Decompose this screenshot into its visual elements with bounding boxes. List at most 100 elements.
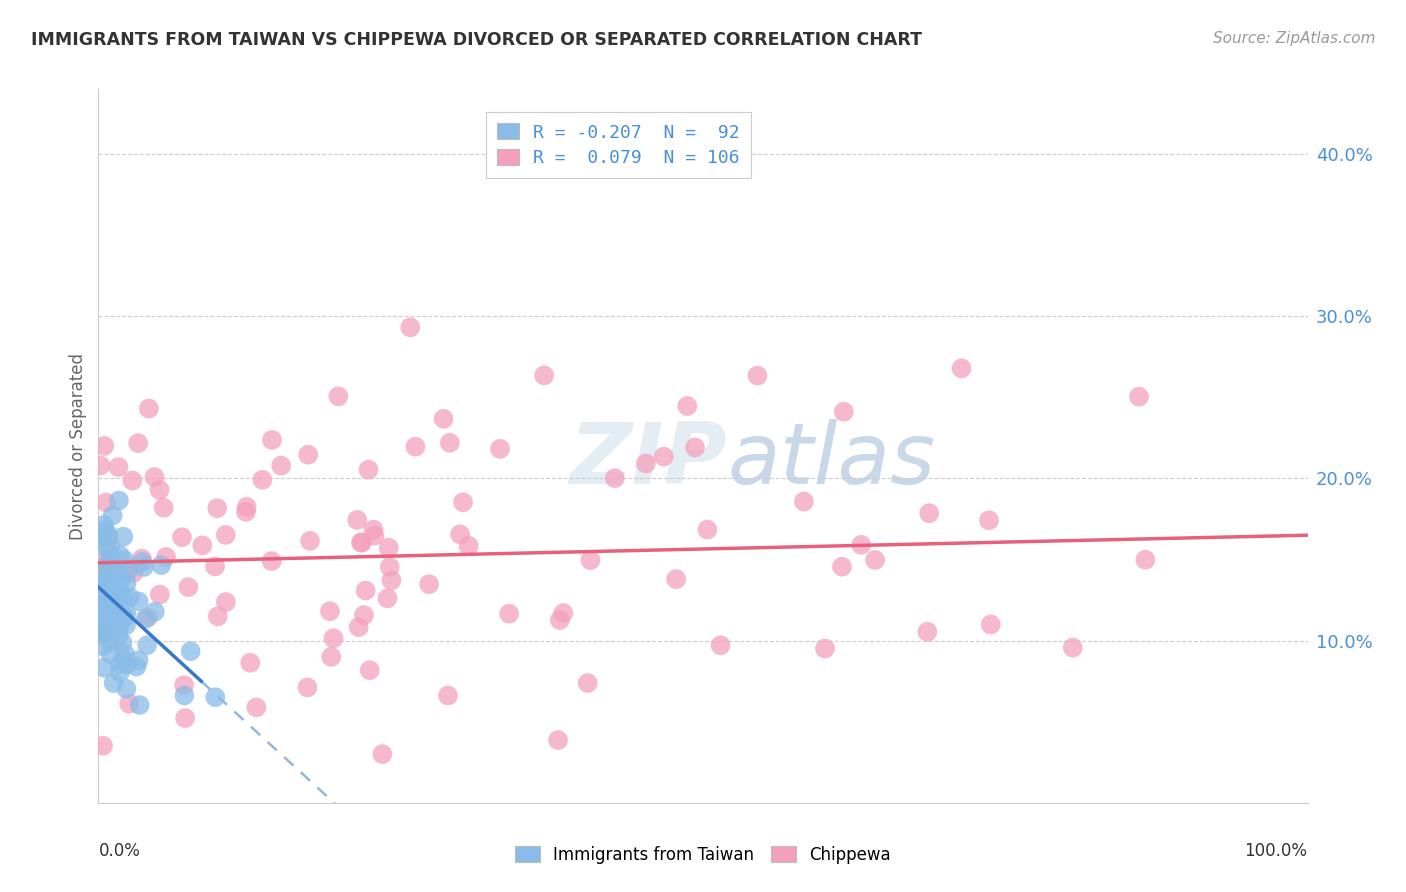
Point xyxy=(321,649,343,664)
Point xyxy=(235,500,257,514)
Point xyxy=(100,647,122,661)
Point xyxy=(378,541,401,555)
Point xyxy=(128,594,150,608)
Point xyxy=(418,577,440,591)
Point xyxy=(96,586,118,600)
Point xyxy=(128,698,150,712)
Point xyxy=(98,613,121,627)
Point xyxy=(439,435,461,450)
Point xyxy=(94,626,117,640)
Point xyxy=(94,552,117,566)
Point xyxy=(91,527,114,541)
Point xyxy=(100,592,122,607)
Point xyxy=(115,618,138,632)
Point xyxy=(104,582,127,597)
Point xyxy=(118,561,141,575)
Point xyxy=(97,582,120,596)
Point xyxy=(90,623,112,637)
Point xyxy=(143,470,166,484)
Point xyxy=(576,676,599,690)
Point xyxy=(215,528,238,542)
Point xyxy=(122,566,145,580)
Point xyxy=(91,605,114,619)
Point xyxy=(108,657,131,671)
Point xyxy=(110,574,132,588)
Point xyxy=(173,678,195,692)
Point xyxy=(322,632,344,646)
Point xyxy=(93,523,115,537)
Point xyxy=(357,463,380,477)
Point xyxy=(204,690,226,705)
Point xyxy=(97,527,120,541)
Point xyxy=(90,572,112,586)
Point xyxy=(91,594,114,608)
Point xyxy=(359,663,381,677)
Point xyxy=(91,739,114,753)
Point xyxy=(97,541,120,556)
Point xyxy=(405,440,427,454)
Point xyxy=(115,577,138,591)
Point xyxy=(378,560,401,574)
Point xyxy=(98,561,121,575)
Point xyxy=(980,617,1002,632)
Point xyxy=(831,559,853,574)
Point xyxy=(114,647,136,661)
Point xyxy=(103,575,125,590)
Point xyxy=(117,565,139,579)
Point xyxy=(112,530,135,544)
Point xyxy=(603,471,626,485)
Point xyxy=(91,628,114,642)
Point xyxy=(1062,640,1084,655)
Point xyxy=(297,681,319,695)
Text: atlas: atlas xyxy=(727,418,935,502)
Point xyxy=(207,501,229,516)
Point xyxy=(135,612,157,626)
Point xyxy=(377,591,399,606)
Point xyxy=(105,591,128,605)
Point xyxy=(665,572,688,586)
Point xyxy=(152,500,174,515)
Point xyxy=(115,607,138,621)
Point xyxy=(432,412,454,426)
Point xyxy=(1128,390,1150,404)
Point xyxy=(328,389,350,403)
Point xyxy=(96,558,118,572)
Point xyxy=(107,592,129,607)
Point xyxy=(107,629,129,643)
Point xyxy=(94,615,117,629)
Point xyxy=(793,494,815,508)
Point xyxy=(108,622,131,636)
Point xyxy=(709,638,731,652)
Point xyxy=(457,539,479,553)
Point xyxy=(89,599,111,614)
Point xyxy=(917,624,939,639)
Point xyxy=(132,560,155,574)
Point xyxy=(950,361,973,376)
Point xyxy=(399,320,422,334)
Point xyxy=(112,652,135,666)
Point xyxy=(143,605,166,619)
Point xyxy=(112,553,135,567)
Point xyxy=(108,493,131,508)
Point xyxy=(101,508,124,523)
Point xyxy=(89,622,111,636)
Point xyxy=(111,589,134,603)
Point xyxy=(347,620,370,634)
Point xyxy=(449,527,471,541)
Point xyxy=(207,609,229,624)
Point xyxy=(107,591,129,606)
Point xyxy=(547,733,569,747)
Point xyxy=(100,541,122,555)
Point xyxy=(96,574,118,589)
Point xyxy=(100,635,122,649)
Point xyxy=(118,697,141,711)
Point xyxy=(204,559,226,574)
Point xyxy=(138,401,160,416)
Point xyxy=(112,609,135,624)
Point xyxy=(239,656,262,670)
Point xyxy=(155,549,177,564)
Point xyxy=(89,458,111,473)
Point xyxy=(125,659,148,673)
Point xyxy=(354,583,377,598)
Point xyxy=(437,689,460,703)
